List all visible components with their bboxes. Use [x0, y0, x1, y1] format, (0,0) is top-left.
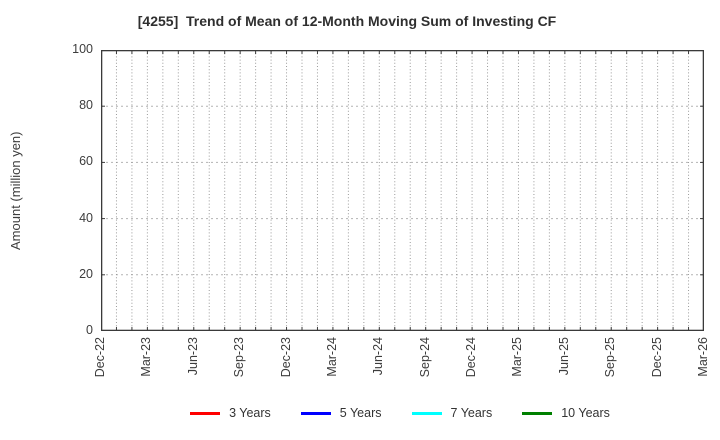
x-tick-label: Dec-25: [649, 337, 664, 378]
legend-line-swatch: [411, 411, 442, 415]
y-tick-label: 40: [79, 210, 93, 225]
y-tick-label: 60: [79, 154, 93, 169]
x-tick-label: Dec-22: [93, 337, 107, 378]
legend-label: 7 Years: [450, 406, 493, 420]
chart-title: [4255] Trend of Mean of 12-Month Moving …: [137, 13, 557, 29]
plot-grid: [101, 50, 704, 331]
legend: 3 Years 5 Years 7 Years 10 Years: [80, 402, 720, 424]
legend-label: 10 Years: [561, 406, 610, 420]
y-tick-label: 80: [79, 98, 93, 113]
x-tick-label: Sep-24: [417, 337, 432, 378]
x-tick-label: Mar-26: [696, 337, 710, 377]
y-tick-label: 100: [72, 42, 93, 56]
legend-label: 5 Years: [339, 406, 382, 420]
x-tick-label: Sep-23: [232, 337, 247, 378]
y-tick-label: 20: [79, 266, 93, 281]
x-tick-label: Jun-24: [371, 337, 386, 376]
legend-item: 5 Years: [300, 406, 382, 420]
y-tick-label: 0: [86, 323, 93, 337]
x-tick-label: Mar-25: [510, 337, 525, 377]
plot-area: [101, 50, 704, 331]
plot-frame: [101, 50, 704, 331]
legend-line-swatch: [300, 411, 331, 415]
x-tick-label: Mar-23: [139, 337, 154, 377]
legend-item: 7 Years: [411, 406, 493, 420]
x-tick-label: Dec-23: [278, 337, 293, 378]
y-axis-title: Amount (million yen): [8, 131, 23, 250]
legend-line-swatch: [522, 411, 553, 415]
x-tick-label: Sep-25: [603, 337, 618, 378]
legend-item: 10 Years: [522, 406, 610, 420]
x-tick-label: Mar-24: [324, 337, 339, 377]
legend-item: 3 Years: [190, 406, 271, 420]
x-tick-label: Jun-25: [556, 337, 571, 376]
x-tick-label: Jun-23: [185, 337, 200, 376]
legend-line-swatch: [190, 411, 221, 415]
x-tick-label: Dec-24: [464, 337, 479, 378]
legend-label: 3 Years: [229, 406, 271, 420]
